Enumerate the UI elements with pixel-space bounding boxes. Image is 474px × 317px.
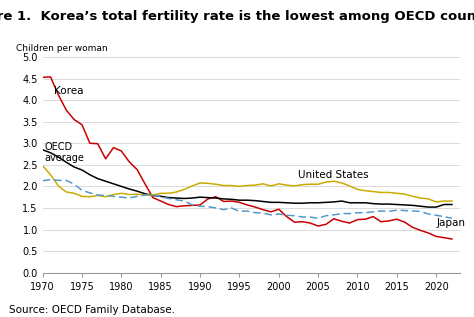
Text: United States: United States <box>299 170 369 180</box>
Text: Figure 1.  Korea’s total fertility rate is the lowest among OECD countries: Figure 1. Korea’s total fertility rate i… <box>0 10 474 23</box>
Text: Japan: Japan <box>436 218 465 228</box>
Text: Source: OECD Family Database.: Source: OECD Family Database. <box>9 305 175 315</box>
Text: Korea: Korea <box>55 86 84 96</box>
Text: OECD
average: OECD average <box>44 142 84 163</box>
Text: Children per woman: Children per woman <box>16 44 107 53</box>
